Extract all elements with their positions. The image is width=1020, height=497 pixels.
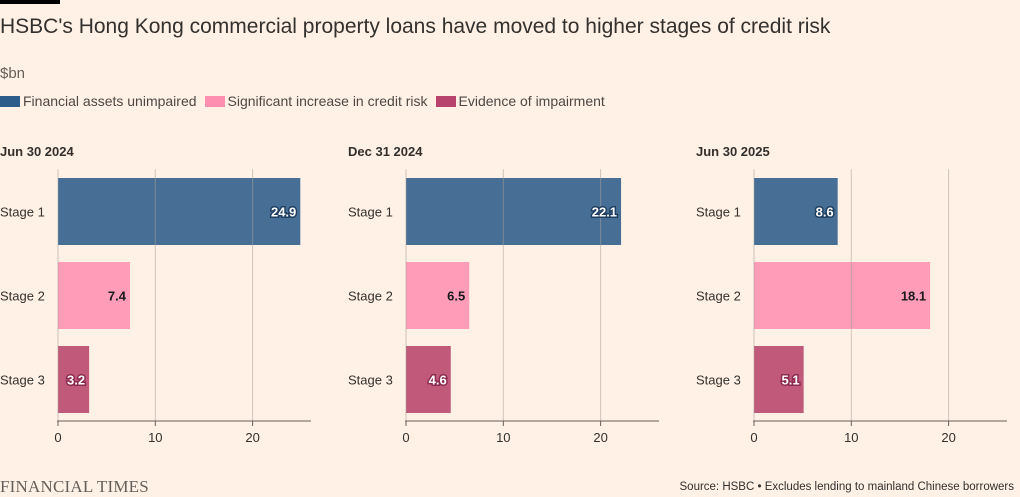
x-tick-label: 20 — [941, 430, 955, 445]
bar — [58, 262, 131, 329]
category-label: Stage 1 — [696, 205, 741, 220]
small-multiples-chart: Jun 30 2024 Stage 1 24.9 Stage 2 7.4 Stage 3 3… — [0, 144, 1007, 445]
legend: Financial assets unimpaired Significant … — [0, 93, 613, 109]
value-label: 24.9 — [271, 205, 296, 220]
value-label: 3.2 — [67, 373, 85, 388]
x-tick-label: 10 — [844, 430, 858, 445]
panel-title: Jun 30 2025 — [696, 144, 770, 159]
legend-label-impairment: Evidence of impairment — [458, 93, 605, 109]
ft-logo: FINANCIAL TIMES — [0, 477, 149, 496]
bar — [58, 178, 301, 245]
legend-item-unimpaired: Financial assets unimpaired — [0, 93, 197, 109]
value-label: 6.5 — [447, 289, 465, 304]
category-label: Stage 1 — [0, 205, 45, 220]
category-label: Stage 1 — [348, 205, 393, 220]
category-label: Stage 3 — [348, 373, 393, 388]
category-label: Stage 2 — [0, 289, 45, 304]
legend-item-impairment: Evidence of impairment — [435, 93, 605, 109]
bar — [754, 178, 838, 245]
legend-label-unimpaired: Financial assets unimpaired — [23, 93, 197, 109]
chart-title: HSBC's Hong Kong commercial property loa… — [0, 15, 831, 38]
category-label: Stage 2 — [696, 289, 741, 304]
x-tick-label: 0 — [750, 430, 757, 445]
legend-swatch-significant-increase — [204, 95, 225, 107]
category-label: Stage 3 — [0, 373, 45, 388]
unit-label: $bn — [0, 65, 26, 82]
value-label: 7.4 — [108, 289, 127, 304]
panel-title: Dec 31 2024 — [348, 144, 423, 159]
legend-label-significant-increase: Significant increase in credit risk — [227, 93, 428, 109]
brand-accent-bar — [0, 0, 60, 4]
source-note: Source: HSBC • Excludes lending to mainl… — [679, 481, 1015, 493]
x-tick-label: 10 — [148, 430, 162, 445]
x-tick-label: 0 — [402, 430, 409, 445]
bar — [754, 346, 804, 413]
x-tick-label: 20 — [245, 430, 259, 445]
value-label: 22.1 — [592, 205, 617, 220]
bar — [58, 346, 90, 413]
legend-swatch-impairment — [435, 95, 456, 107]
value-label: 8.6 — [816, 205, 834, 220]
legend-swatch-unimpaired — [0, 95, 20, 107]
bar — [754, 262, 931, 329]
panel-title: Jun 30 2024 — [0, 144, 74, 159]
category-label: Stage 2 — [348, 289, 393, 304]
bar — [406, 346, 451, 413]
x-tick-label: 10 — [496, 430, 510, 445]
bar — [406, 178, 622, 245]
value-label: 5.1 — [782, 373, 800, 388]
legend-item-significant-increase: Significant increase in credit risk — [204, 93, 428, 109]
x-tick-label: 20 — [593, 430, 607, 445]
value-label: 18.1 — [901, 289, 926, 304]
x-tick-label: 0 — [54, 430, 61, 445]
value-label: 4.6 — [429, 373, 447, 388]
bar — [406, 262, 470, 329]
category-label: Stage 3 — [696, 373, 741, 388]
